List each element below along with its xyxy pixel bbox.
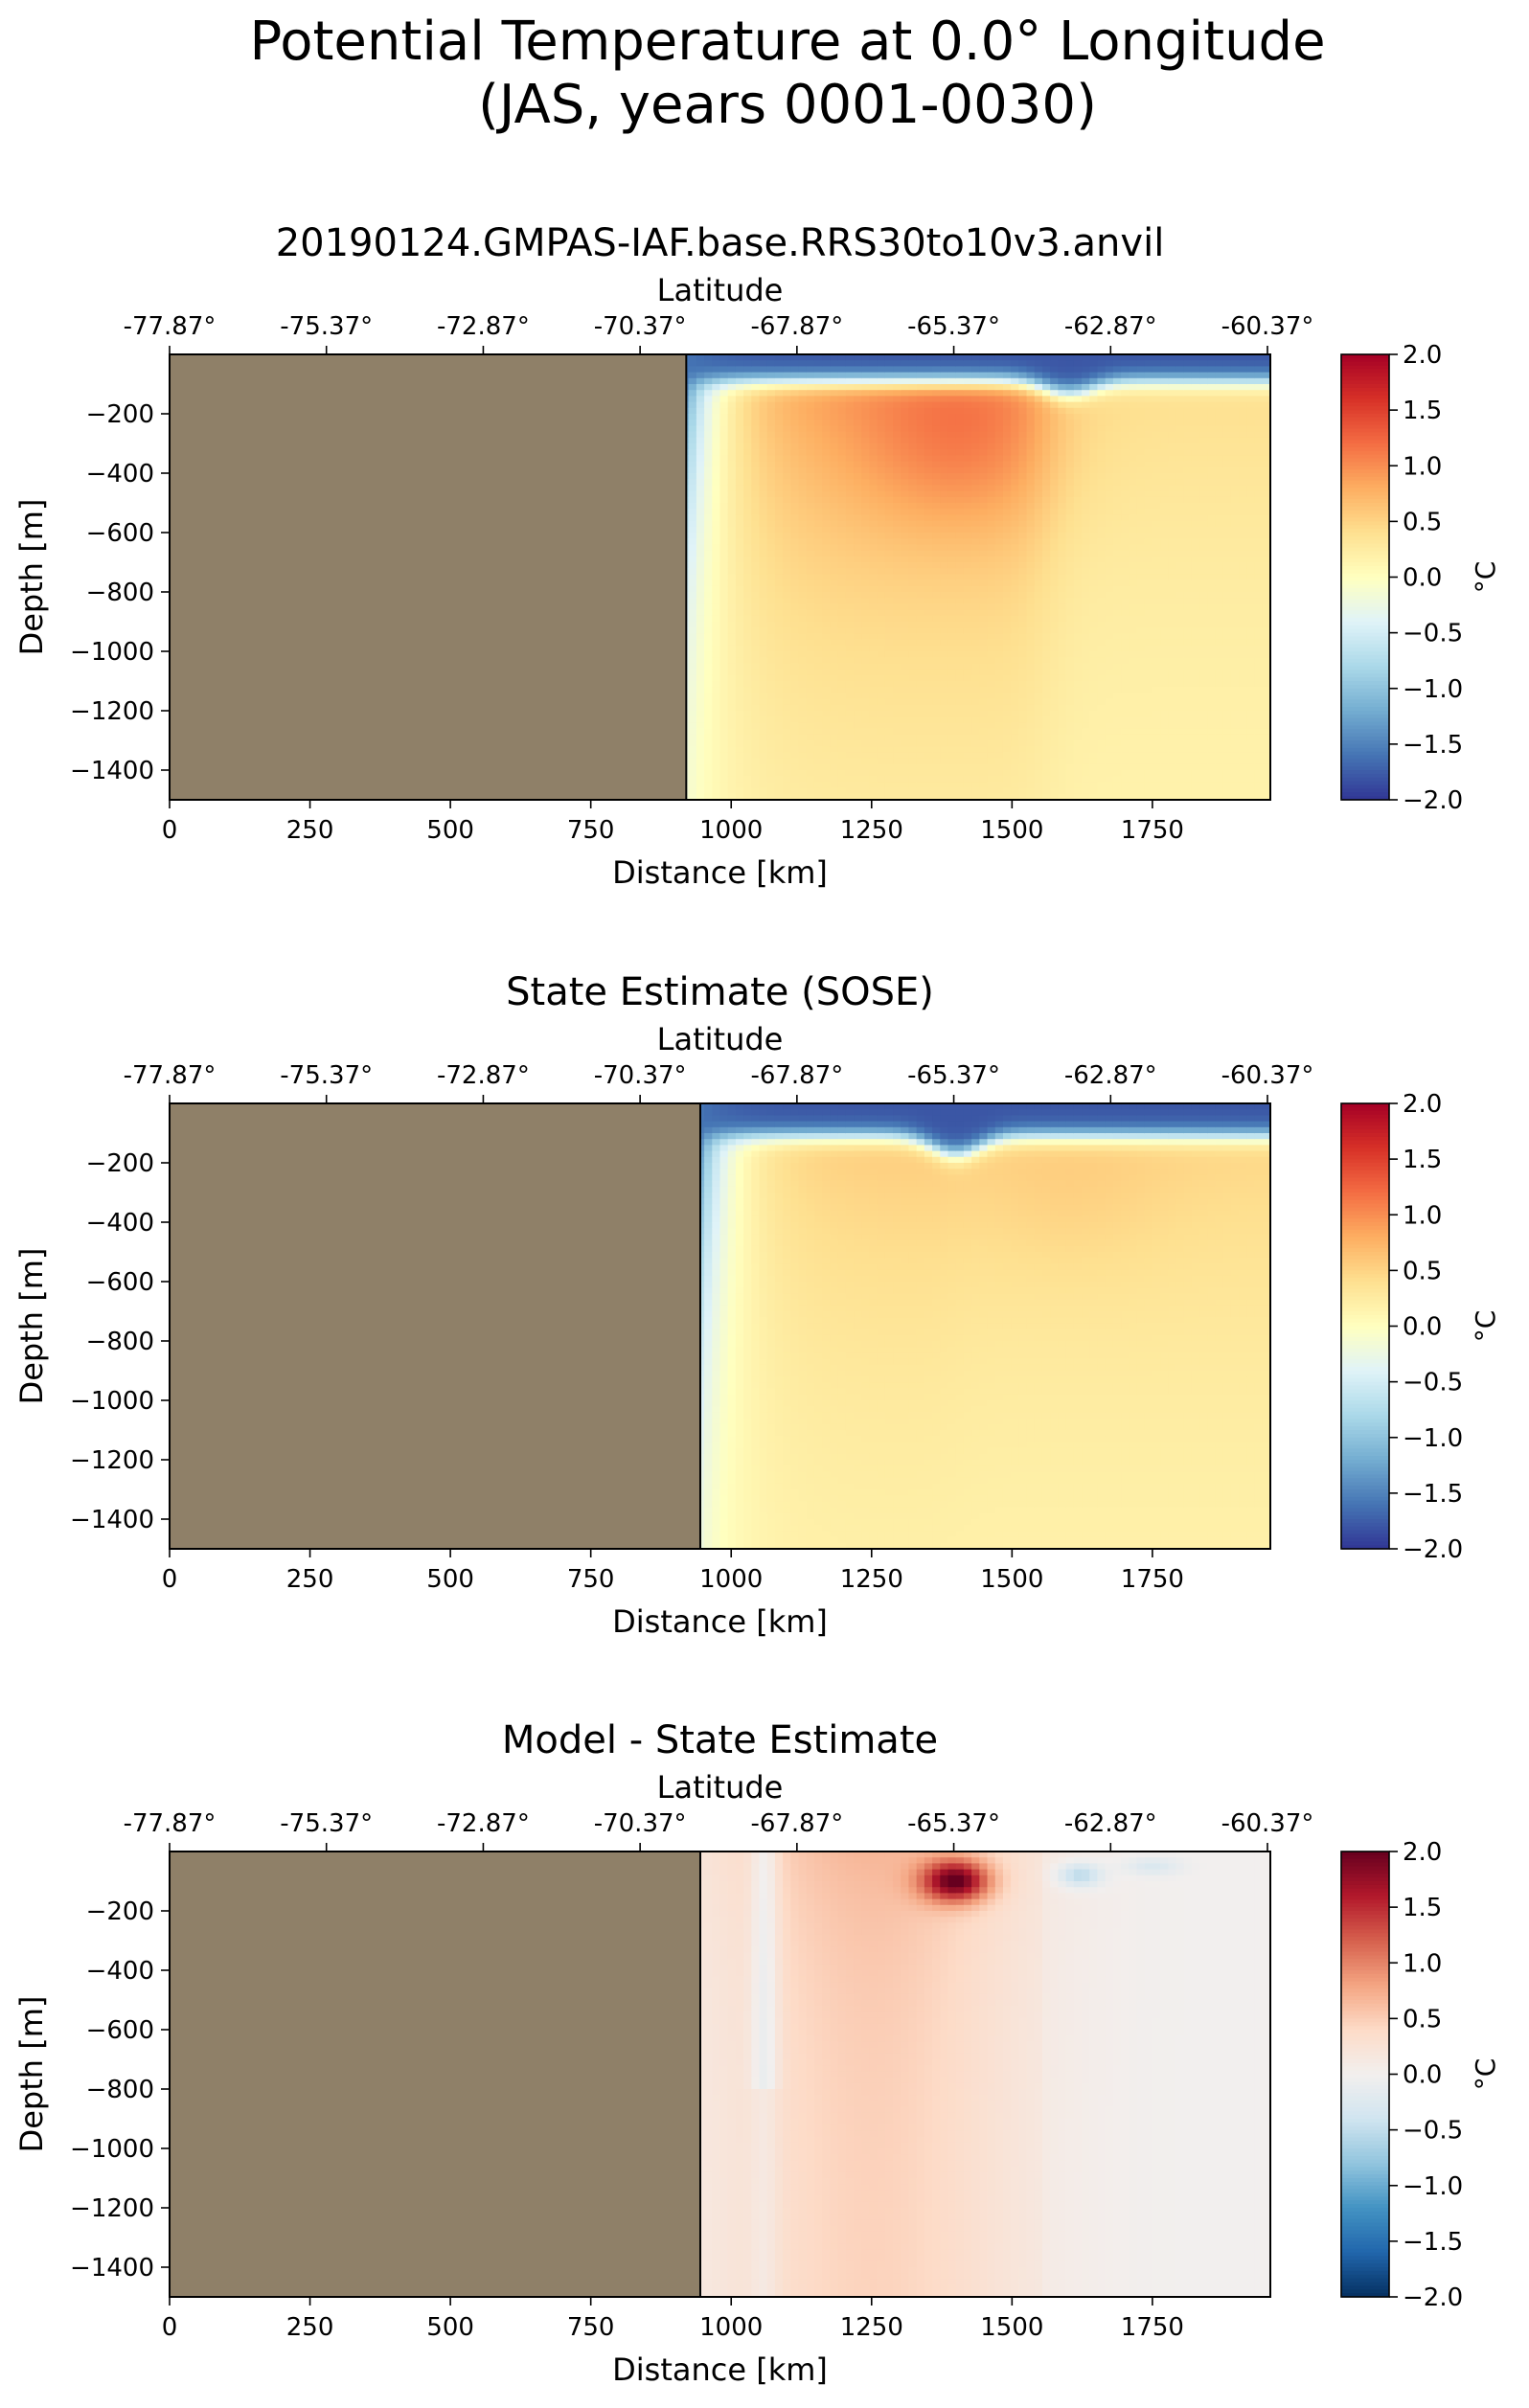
heatmap-cell — [688, 366, 697, 374]
heatmap-cell — [688, 431, 697, 439]
heatmap-cell — [688, 449, 697, 456]
heatmap-cell — [688, 490, 697, 498]
heatmap-cell — [688, 437, 697, 444]
heatmap-cell — [688, 556, 697, 563]
heatmap-cell — [688, 520, 697, 528]
heatmap-cell — [688, 377, 697, 385]
chart-panel-1: 20190124.GMPAS-IAF.base.RRS30to10v3.anvi… — [13, 221, 1501, 891]
heatmap-cell — [688, 574, 697, 581]
heatmap-cell — [688, 466, 697, 474]
panels: 20190124.GMPAS-IAF.base.RRS30to10v3.anvi… — [13, 221, 1501, 2388]
heatmap-cell — [688, 396, 697, 403]
heatmap-cell — [688, 443, 697, 450]
heatmap-cell — [688, 420, 697, 426]
latitude-axis-label: Latitude — [657, 272, 784, 308]
heatmap-cell — [688, 568, 697, 575]
heatmap-cell — [688, 485, 697, 492]
heatmap-cell — [688, 503, 697, 510]
heatmap-cell — [688, 401, 697, 409]
heatmap-cell — [688, 514, 697, 522]
heatmap-cell — [688, 390, 697, 397]
heatmap-cell — [688, 384, 697, 391]
heatmap-cell — [688, 473, 697, 480]
heatmap-cell — [688, 562, 697, 569]
heatmap-cell — [688, 425, 697, 433]
figure-title-line-1: Potential Temperature at 0.0° Longitude — [249, 11, 1325, 73]
figure-title-line-2: (JAS, years 0001-0030) — [478, 74, 1097, 136]
heatmap-cell — [688, 461, 697, 468]
heatmap-cell — [688, 598, 697, 604]
heatmap-cell — [688, 544, 697, 552]
heatmap-cell — [688, 585, 697, 593]
heatmap-cell — [688, 360, 697, 367]
heatmap-cell — [688, 354, 697, 361]
chart-title: 20190124.GMPAS-IAF.base.RRS30to10v3.anvi… — [276, 221, 1165, 265]
heatmap-cell — [688, 526, 697, 534]
heatmap-cell — [688, 372, 697, 379]
heatmap-cell — [688, 592, 697, 599]
heatmap-cell — [688, 455, 697, 463]
heatmap-cell — [688, 496, 697, 504]
heatmap-cell — [688, 538, 697, 545]
heatmap-cell — [688, 414, 697, 420]
heatmap-cell — [688, 579, 697, 587]
heatmap-cell — [688, 550, 697, 557]
heatmap-cell — [688, 533, 697, 539]
heatmap-cell — [688, 479, 697, 486]
heatmap-cell — [688, 509, 697, 515]
heatmap-cell — [688, 407, 697, 415]
